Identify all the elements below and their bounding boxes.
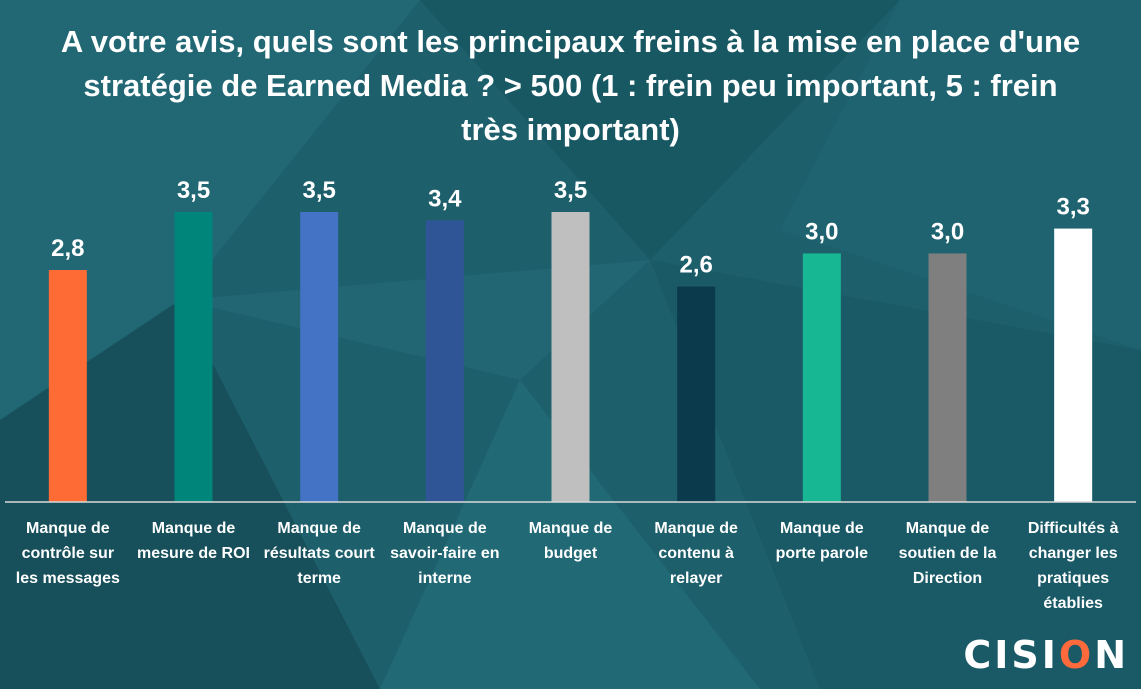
- data-label-5: 3,5: [554, 177, 587, 204]
- data-label-3: 3,5: [302, 177, 335, 204]
- data-label-4: 3,4: [428, 185, 462, 212]
- data-label-6: 2,6: [679, 252, 712, 279]
- category-label-4: Manque de savoir-faire en interne: [390, 520, 499, 587]
- bar-3: [300, 212, 339, 502]
- data-label-7: 3,0: [805, 218, 838, 245]
- cision-logo: CISION: [963, 633, 1129, 677]
- bar-5: [551, 212, 590, 502]
- data-label-1: 2,8: [51, 235, 84, 262]
- logo-text-start: CISI: [963, 633, 1059, 677]
- bar-6: [677, 286, 716, 502]
- logo-text-o: O: [1058, 633, 1095, 677]
- category-label-1: Manque de contrôle sur les messages: [16, 520, 120, 587]
- category-label-2: Manque de mesure de ROI: [137, 520, 250, 562]
- chart-title: A votre avis, quels sont les principaux …: [60, 24, 1081, 147]
- category-label-7: Manque de porte parole: [776, 520, 869, 562]
- category-label-6: Manque de contenu à relayer: [654, 520, 738, 587]
- bar-4: [425, 220, 464, 503]
- data-label-2: 3,5: [177, 177, 210, 204]
- category-label-9: Difficultés à changer les pratiques établie…: [1028, 520, 1119, 612]
- data-label-8: 3,0: [931, 218, 964, 245]
- data-label-9: 3,3: [1056, 194, 1089, 221]
- logo-text-end: N: [1094, 633, 1129, 677]
- bar-9: [1054, 228, 1093, 503]
- bar-8: [928, 253, 967, 502]
- category-label-5: Manque de budget: [529, 520, 613, 562]
- bar-7: [802, 253, 841, 502]
- bar-2: [174, 212, 213, 502]
- category-label-8: Manque de soutien de la Direction: [899, 520, 997, 587]
- bar-1: [48, 270, 87, 502]
- category-label-3: Manque de résultats court terme: [264, 520, 376, 587]
